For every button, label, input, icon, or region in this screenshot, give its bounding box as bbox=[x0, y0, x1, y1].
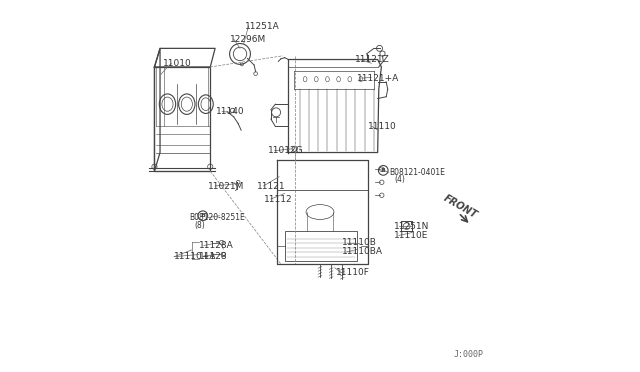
Text: 11110: 11110 bbox=[367, 122, 396, 131]
Text: 11140: 11140 bbox=[216, 107, 244, 116]
Text: 11121+A: 11121+A bbox=[357, 74, 399, 83]
Text: FRONT: FRONT bbox=[442, 193, 479, 220]
Text: 11012G: 11012G bbox=[268, 146, 303, 155]
Text: 11010: 11010 bbox=[163, 59, 192, 68]
Text: 12296M: 12296M bbox=[230, 35, 266, 44]
Text: (8): (8) bbox=[195, 221, 205, 230]
Text: 11128: 11128 bbox=[199, 252, 228, 261]
Text: B08120-8251E: B08120-8251E bbox=[189, 213, 245, 222]
Text: B: B bbox=[200, 213, 205, 218]
Text: 11251N: 11251N bbox=[394, 222, 430, 231]
Text: 11110E: 11110E bbox=[394, 231, 429, 240]
Text: 11110B: 11110B bbox=[342, 238, 377, 247]
Text: 11121: 11121 bbox=[257, 182, 285, 190]
Bar bbox=[285, 231, 357, 261]
Text: 11021M: 11021M bbox=[209, 182, 244, 190]
Text: 11121Z: 11121Z bbox=[355, 55, 390, 64]
Text: J:000P: J:000P bbox=[454, 350, 484, 359]
Text: B08121-0401E: B08121-0401E bbox=[389, 168, 445, 177]
Text: 11110+A: 11110+A bbox=[174, 252, 216, 261]
Text: 11110BA: 11110BA bbox=[342, 247, 383, 256]
Text: 11128A: 11128A bbox=[199, 241, 234, 250]
Text: 11251A: 11251A bbox=[245, 22, 280, 31]
Text: B: B bbox=[381, 168, 386, 173]
Text: 11112: 11112 bbox=[264, 195, 293, 203]
Text: (4): (4) bbox=[394, 175, 405, 184]
Text: 11110F: 11110F bbox=[336, 268, 370, 277]
